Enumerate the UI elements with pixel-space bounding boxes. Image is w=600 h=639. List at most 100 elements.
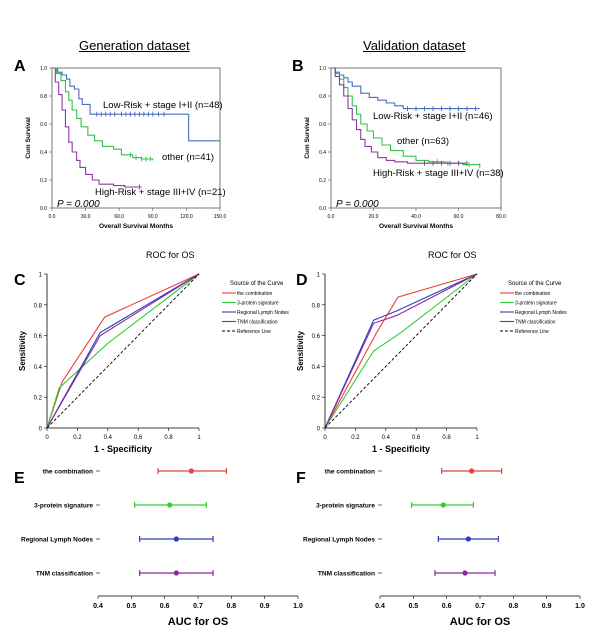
km-series-label: other (n=41) (162, 152, 214, 163)
roc-title-left: ROC for OS (146, 250, 195, 260)
auc-point (167, 502, 173, 508)
y-tick-label: 0.2 (34, 396, 43, 402)
y-tick-label: 0.4 (40, 150, 47, 156)
km-curve (52, 67, 220, 142)
panel-label-f: F (296, 470, 306, 487)
x-tick-label: 20.0 (369, 214, 379, 220)
km-series-label: High-Risk + stage III+IV (n=21) (95, 187, 226, 198)
legend-label: 3-protein signature (515, 301, 557, 307)
panel-label-b: B (292, 58, 304, 75)
x-tick-label: 0.7 (193, 603, 203, 610)
auc-point (462, 570, 468, 576)
y-tick-label: 0.2 (312, 396, 321, 402)
y-tick-label: 0.6 (40, 122, 47, 128)
x-tick-label: 0.5 (408, 603, 418, 610)
km-series-label: High-Risk + stage III+IV (n=38) (373, 168, 504, 179)
x-tick-label: 0.4 (104, 435, 113, 441)
legend-label: the combination (515, 291, 551, 297)
legend-label: the combination (237, 291, 273, 297)
x-tick-label: 80.0 (496, 214, 506, 220)
forest-row-label: Regional Lymph Nodes (21, 537, 93, 544)
x-tick-label: 0.8 (508, 603, 518, 610)
y-tick-label: 0.2 (319, 178, 326, 184)
y-tick-label: 0.4 (34, 365, 43, 371)
legend-title: Source of the Curve (508, 281, 562, 287)
km-curve (52, 67, 154, 161)
panel-label-c: C (14, 272, 26, 289)
x-tick-label: 0.6 (442, 603, 452, 610)
panel-label-d: D (296, 272, 308, 289)
x-tick-label: 1 (197, 435, 201, 441)
roc-curve (46, 273, 200, 429)
y-tick-label: 0.8 (319, 94, 326, 100)
y-tick-label: 0.2 (40, 178, 47, 184)
y-tick-label: 0.0 (319, 206, 326, 212)
x-tick-label: 0.4 (382, 435, 391, 441)
roc-title-right: ROC for OS (428, 250, 477, 260)
p-value: P = 0.000 (57, 199, 100, 210)
y-tick-label: 0.6 (312, 334, 321, 340)
legend-label: Reference Line (237, 329, 271, 335)
roc-curve (324, 273, 478, 429)
x-tick-label: 120.0 (180, 214, 193, 220)
y-axis-label: Cum Survival (304, 117, 311, 159)
roc-curve (324, 273, 478, 429)
x-tick-label: 0.9 (260, 603, 270, 610)
x-tick-label: 60.0 (454, 214, 464, 220)
x-axis-label: Overall Survival Months (379, 223, 453, 230)
x-tick-label: 0.4 (375, 603, 385, 610)
forest-row-label: TNM classification (36, 571, 93, 578)
x-tick-label: 150.0 (214, 214, 227, 220)
forest-row-label: 3-protein signature (316, 503, 375, 510)
legend-title: Source of the Curve (230, 281, 284, 287)
y-tick-label: 1.0 (319, 66, 326, 72)
x-axis-label: 1 - Specificity (94, 444, 152, 454)
x-tick-label: 1.0 (575, 603, 585, 610)
x-tick-label: 1 (475, 435, 479, 441)
legend-label: TNM classification (237, 320, 278, 326)
x-tick-label: 0.8 (226, 603, 236, 610)
x-tick-label: 0.6 (160, 603, 170, 610)
x-axis-label: AUC for OS (168, 616, 229, 628)
x-tick-label: 0.6 (412, 435, 421, 441)
km-series-label: Low-Risk + stage I+II (n=46) (373, 111, 493, 122)
km-series-label: other (n=63) (397, 136, 449, 147)
x-tick-label: 0.2 (73, 435, 82, 441)
legend-label: Regional Lymph Nodes (515, 310, 567, 316)
x-tick-label: 0.0 (49, 214, 56, 220)
x-tick-label: 0.8 (164, 435, 173, 441)
x-tick-label: 1.0 (293, 603, 303, 610)
x-tick-label: 0.8 (442, 435, 451, 441)
x-tick-label: 30.0 (81, 214, 91, 220)
y-tick-label: 0.4 (319, 150, 326, 156)
legend-label: Regional Lymph Nodes (237, 310, 289, 316)
p-value: P = 0.000 (336, 199, 379, 210)
x-tick-label: 90.0 (148, 214, 158, 220)
y-tick-label: 0.8 (34, 303, 43, 309)
x-tick-label: 0 (45, 435, 49, 441)
x-tick-label: 60.0 (114, 214, 124, 220)
heading-generation-dataset: Generation dataset (79, 38, 190, 53)
forest-row-label: the combination (43, 469, 93, 476)
forest-row-label: the combination (325, 469, 375, 476)
x-tick-label: 0.0 (328, 214, 335, 220)
y-tick-label: 0.6 (319, 122, 326, 128)
legend-label: Reference Line (515, 329, 549, 335)
y-axis-label: Sensitivity (296, 330, 305, 371)
forest-row-label: TNM classification (318, 571, 375, 578)
roc-curve (46, 273, 200, 429)
auc-point (440, 502, 446, 508)
roc-curve (46, 273, 200, 429)
x-tick-label: 0.2 (351, 435, 360, 441)
x-tick-label: 0.5 (126, 603, 136, 610)
x-tick-label: 0 (323, 435, 327, 441)
x-tick-label: 40.0 (411, 214, 421, 220)
y-tick-label: 1 (317, 273, 321, 279)
y-tick-label: 0 (39, 427, 43, 433)
panel-label-e: E (14, 470, 25, 487)
forest-row-label: 3-protein signature (34, 503, 93, 510)
auc-point (188, 468, 194, 474)
x-axis-label: 1 - Specificity (372, 444, 430, 454)
panel-label-a: A (14, 58, 26, 75)
